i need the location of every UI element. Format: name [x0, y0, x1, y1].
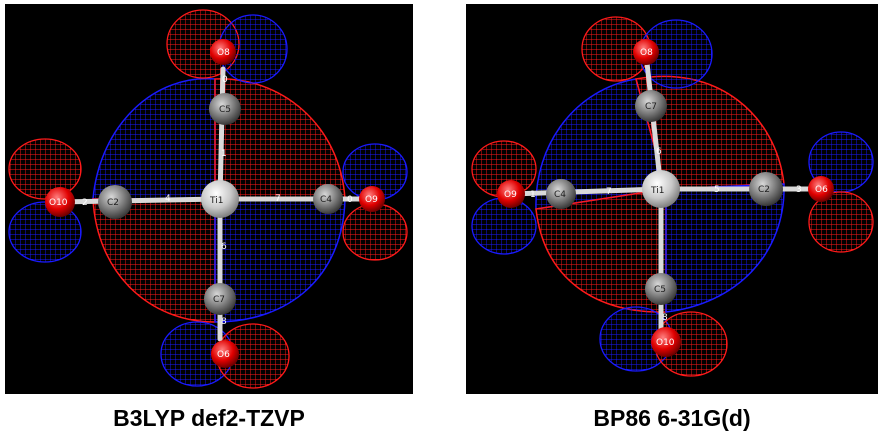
- label-c-top: C5: [219, 105, 231, 115]
- label-o-top: O8: [217, 48, 230, 58]
- label-c-bottom: C7: [213, 295, 225, 305]
- label-c-bottom: C5: [654, 285, 666, 295]
- carbon-atom-left: [546, 179, 576, 209]
- orbital-svg-left: Ti1 C5 C2 C4 C7 O8 O10 O9 O6 1 2 4 6 7 0…: [8, 9, 408, 389]
- bond-label-6: 6: [656, 147, 662, 157]
- label-c-right: C2: [758, 185, 770, 195]
- lobe-negative-lower-right: [665, 183, 785, 313]
- carbon-atom-right: [313, 184, 343, 214]
- lobe-positive-lower-left: [92, 198, 216, 323]
- oxygen-lobes: [471, 16, 874, 377]
- central-lobes: [535, 75, 785, 313]
- label-ti: Ti1: [650, 186, 664, 196]
- label-o-left: O10: [49, 198, 68, 208]
- label-c-left: C2: [107, 198, 119, 208]
- carbon-atom-top: [635, 90, 667, 122]
- lobe-negative-upper-left: [92, 77, 216, 200]
- oxygen-atom-top: [633, 39, 659, 65]
- oxygen-atom-left: [497, 180, 525, 208]
- label-c-left: C4: [554, 190, 566, 200]
- carbon-atom-left: [98, 185, 132, 219]
- label-c-top: C7: [645, 102, 657, 112]
- oxygen-lobes: [8, 9, 408, 389]
- caption-b3lyp: B3LYP def2-TZVP: [113, 405, 305, 431]
- bond-label-7: 7: [606, 187, 612, 197]
- oxygen-atom-top: [210, 39, 236, 65]
- central-lobes: [92, 77, 346, 323]
- bond-label-1: 1: [221, 149, 227, 159]
- bond-label-0b: 0: [347, 195, 353, 205]
- label-o-left: O9: [504, 190, 517, 200]
- caption-bp86: BP86 6-31G(d): [593, 405, 751, 431]
- oxygen-atom-left: [45, 187, 75, 217]
- carbon-atom-right: [749, 172, 783, 206]
- bond-label-7: 7: [275, 194, 281, 204]
- label-c-right: C4: [320, 195, 332, 205]
- label-ti: Ti1: [209, 196, 223, 206]
- label-o-top: O8: [640, 48, 653, 58]
- bonds: [54, 66, 373, 342]
- label-o-right: O9: [365, 195, 378, 205]
- bond-label-1: 1: [530, 190, 536, 200]
- atoms: [497, 39, 834, 357]
- bond-label-6: 6: [221, 242, 227, 252]
- lobe-positive-upper-right: [214, 78, 346, 200]
- orbital-render-b3lyp: Ti1 C5 C2 C4 C7 O8 O10 O9 O6 1 2 4 6 7 0…: [5, 4, 413, 394]
- orbital-render-bp86: Ti1 C7 C4 C2 C5 O8 O9 O6 O10 6 7 5 3 1 8: [466, 4, 878, 394]
- bond-label-4: 4: [165, 194, 171, 204]
- lobe-negative-lower-right: [214, 198, 346, 323]
- atoms: [45, 39, 385, 368]
- oxygen-atom-right: [359, 186, 385, 212]
- bond-label-8: 8: [221, 317, 227, 327]
- oxygen-atom-right: [808, 176, 834, 202]
- bond-label-8: 8: [662, 313, 668, 323]
- oxygen-atom-bottom: [211, 340, 239, 368]
- bond-label-0a: 0: [222, 75, 228, 85]
- label-o-right: O6: [815, 185, 828, 195]
- orbital-svg-right: Ti1 C7 C4 C2 C5 O8 O9 O6 O10 6 7 5 3 1 8: [471, 16, 874, 377]
- label-o-bottom: O10: [656, 338, 675, 348]
- titanium-atom: [642, 170, 680, 208]
- carbon-atom-bottom: [204, 283, 236, 315]
- titanium-atom: [201, 180, 239, 218]
- bond-label-2: 2: [82, 198, 88, 208]
- carbon-atom-bottom: [645, 273, 677, 305]
- oxygen-atom-bottom: [651, 327, 681, 357]
- bond-label-3: 3: [796, 185, 802, 195]
- bond-label-5: 5: [714, 185, 720, 195]
- carbon-atom-top: [209, 93, 241, 125]
- label-o-bottom: O6: [217, 350, 230, 360]
